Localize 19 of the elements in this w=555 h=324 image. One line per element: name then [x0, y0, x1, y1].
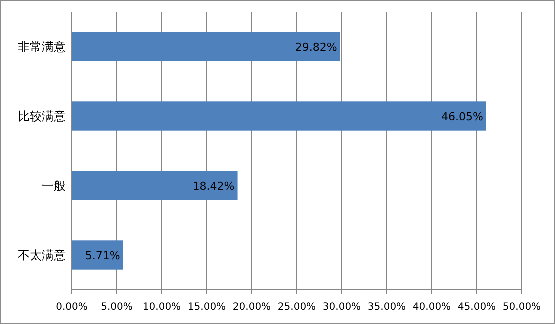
x-tick-label: 30.00% — [322, 302, 362, 313]
x-tick-label: 25.00% — [278, 302, 316, 313]
x-tick-label: 40.00% — [412, 302, 452, 313]
data-label: 5.71% — [85, 249, 120, 262]
y-category-label: 非常满意 — [18, 40, 66, 54]
data-label: 29.82% — [295, 40, 338, 54]
x-tick-label: 0.00% — [56, 302, 88, 313]
x-tick-label: 20.00% — [232, 302, 272, 313]
data-label: 46.05% — [442, 110, 484, 124]
y-category-label: 一般 — [42, 178, 66, 193]
x-tick-label: 5.00% — [101, 302, 133, 313]
x-tick-label: 50.00% — [502, 302, 542, 313]
x-tick-label: 10.00% — [142, 302, 182, 313]
data-label: 18.42% — [192, 180, 235, 193]
x-tick-label: 15.00% — [188, 302, 226, 313]
x-tick-label: 45.00% — [458, 302, 496, 313]
x-tick-label: 35.00% — [368, 302, 406, 313]
y-category-label: 不太满意 — [18, 248, 66, 262]
y-category-label: 比较满意 — [18, 109, 66, 124]
